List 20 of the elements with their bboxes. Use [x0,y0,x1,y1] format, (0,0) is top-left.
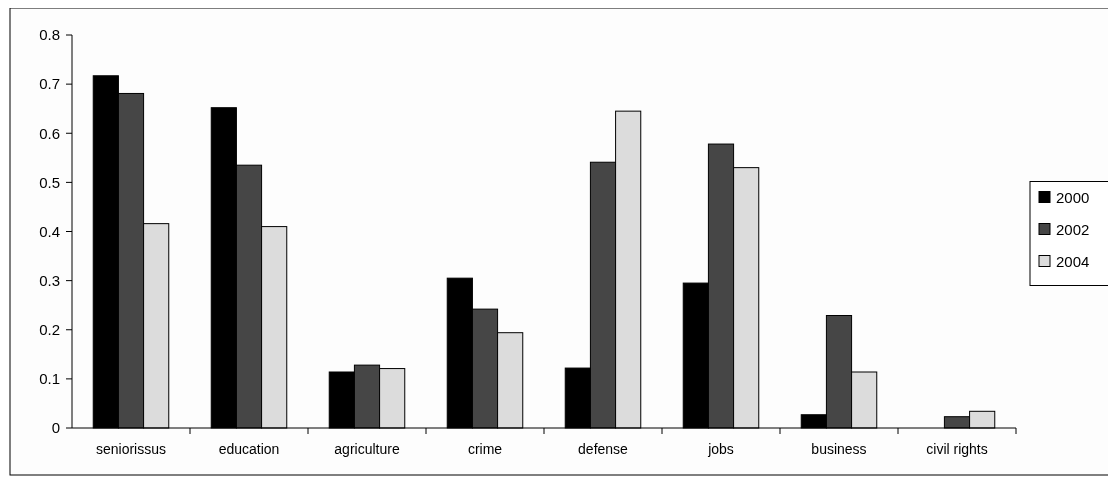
y-tick-label: 0 [51,419,60,437]
legend-label: 2002 [1056,220,1090,238]
y-tick-label: 0.8 [39,26,60,44]
x-tick-label: crime [467,441,503,457]
x-tick-label: defense [578,441,629,457]
x-tick-label: jobs [707,441,734,457]
y-tick-label: 0.6 [39,124,60,142]
y-tick-label: 0.3 [39,271,60,289]
legend-label: 2004 [1056,252,1090,270]
y-tick-label: 0.1 [39,370,60,388]
x-tick-label: education [218,441,280,457]
y-tick-label: 0.4 [39,222,60,240]
x-tick-label: agriculture [334,441,400,457]
x-tick-label: seniorissus [95,441,167,457]
y-tick-label: 0.2 [39,321,60,338]
y-tick-label: 0.7 [39,75,60,93]
y-tick-label: 0.5 [39,173,60,191]
x-tick-label: business [811,441,867,457]
legend-label: 2000 [1056,188,1090,206]
x-tick-label: civil rights [926,441,988,457]
